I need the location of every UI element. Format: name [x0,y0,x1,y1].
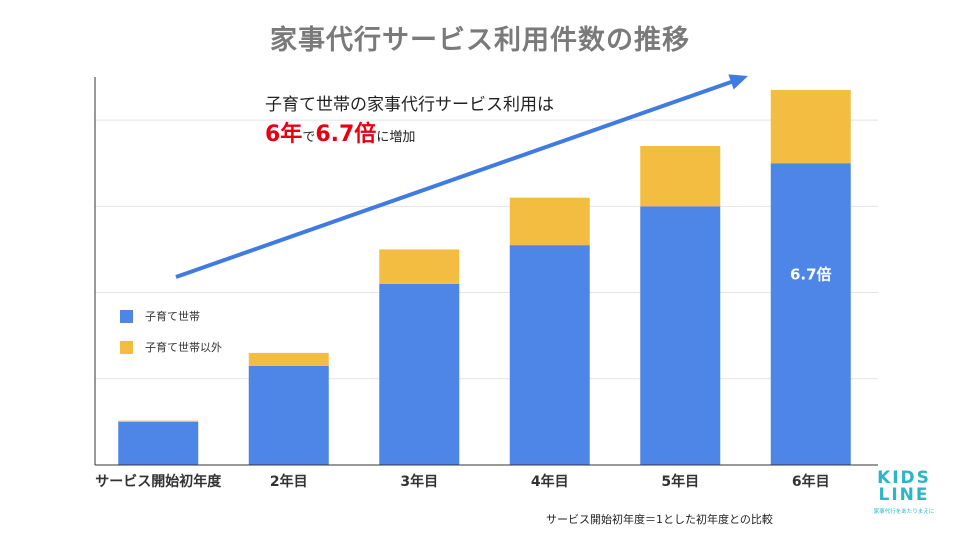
x-tick-label: 4年目 [531,473,569,490]
logo-text-top: KIDS [877,468,931,488]
legend-item-childcare: 子育て世帯 [120,309,222,323]
headline-suffix: に増加 [376,130,416,145]
logo-text-bottom: LINE [878,485,930,505]
trend-arrow-head [728,74,748,90]
x-tick-label: サービス開始初年度 [95,473,222,490]
bar-childcare [248,365,329,465]
bar-childcare [509,245,590,465]
x-tick-label: 5年目 [661,473,699,490]
bar-other [248,352,329,366]
kidsline-logo: KIDS LINE 家事代行をあたりまえに [858,468,950,516]
x-tick-label: 3年目 [400,473,438,490]
bar-childcare [640,206,721,466]
footnote: サービス開始初年度＝1とした初年度との比較 [546,513,773,526]
headline-multiplier: 6.7倍 [315,122,377,147]
bar-other [118,420,199,422]
headline-line2: 6年で6.7倍に増加 [265,120,554,153]
legend-label-childcare: 子育て世帯 [145,310,200,323]
trend-arrow-line [175,79,735,279]
legend-label-other: 子育て世帯以外 [145,341,222,354]
x-tick-label: 6年目 [792,473,830,490]
headline-years: 6年 [265,122,303,147]
legend-item-other: 子育て世帯以外 [120,340,222,354]
headline-line1: 子育て世帯の家事代行サービス利用は [265,95,554,115]
data-label: 6.7倍 [790,266,832,284]
x-tick-label: 2年目 [270,473,308,490]
bar-other [509,197,590,246]
legend-swatch-other [120,340,133,354]
bar-childcare [379,283,460,465]
bar-other [640,145,721,207]
bar-other [379,249,460,284]
headline-particle: で [302,130,316,145]
legend-swatch-childcare [120,309,133,323]
bar-childcare [770,163,851,465]
bar-other [770,89,851,164]
legend: 子育て世帯 子育て世帯以外 [120,309,222,371]
bar-childcare [118,421,199,465]
logo-tagline: 家事代行をあたりまえに [873,509,935,515]
headline: 子育て世帯の家事代行サービス利用は 6年で6.7倍に増加 [265,90,554,153]
chart-title: 家事代行サービス利用件数の推移 [270,25,690,56]
